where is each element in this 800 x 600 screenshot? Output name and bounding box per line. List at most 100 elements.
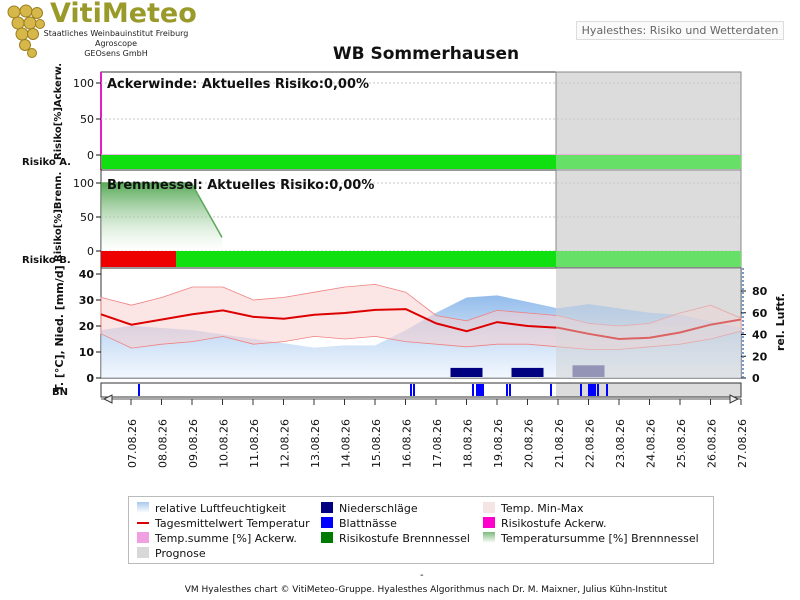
footer-dash: - — [420, 570, 424, 581]
logo-agroscope-line: Agroscope — [94, 39, 138, 48]
legend-label: Niederschläge — [339, 502, 418, 515]
x-tick-label: 22.08.26 — [584, 419, 597, 468]
leaf-wetness-mark — [410, 384, 412, 396]
x-tick-label: 25.08.26 — [675, 419, 688, 468]
x-tick-label: 24.08.26 — [645, 419, 658, 468]
legend-item: Temperatursumme [%] Brennnessel — [483, 532, 699, 546]
prognosis-area-bn — [556, 383, 741, 397]
x-tick-label: 07.08.26 — [126, 419, 139, 468]
brennnessel-risk-prognosis — [556, 251, 741, 267]
legend-swatch — [137, 502, 149, 513]
legend-swatch — [137, 522, 149, 524]
logo: VitiMeteo Staatliches Weinbauinstitut Fr… — [4, 0, 197, 64]
leaf-wetness-frame — [100, 382, 742, 398]
weather-ytick-right: 80 — [752, 285, 768, 298]
legend-item: Temp.summe [%] Ackerw. — [137, 532, 297, 546]
weather-ylabel-left: T. [°C], Nied. [mm/d] — [53, 265, 66, 392]
x-tick-label: 15.08.26 — [370, 419, 383, 468]
leaf-wetness-mark — [413, 384, 415, 396]
legend-label: Blattnässe — [339, 517, 397, 530]
x-tick-label: 09.08.26 — [187, 419, 200, 468]
legend-item: Blattnässe — [321, 517, 397, 531]
leaf-wetness-mark — [580, 384, 582, 396]
temperature-mean-line — [100, 308, 742, 341]
legend-swatch — [483, 502, 495, 513]
x-tick-label: 14.08.26 — [340, 419, 353, 468]
legend-label: relative Luftfeuchtigkeit — [155, 502, 286, 515]
weather-ylabel-right: rel. Luftf. — [774, 293, 787, 351]
precipitation-bar — [511, 367, 544, 377]
legend-swatch — [321, 517, 333, 528]
chart-title: WB Sommerhausen — [332, 44, 520, 64]
legend-label: Tagesmittelwert Temperatur — [155, 517, 310, 530]
legend-item: Tagesmittelwert Temperatur — [137, 517, 310, 531]
brennnessel-tempsum-line — [101, 182, 223, 238]
x-tick-label: 08.08.26 — [157, 419, 170, 468]
brennnessel-ytick: 100 — [73, 177, 94, 190]
legend-label: Temperatursumme [%] Brennnessel — [501, 532, 699, 545]
x-tick-label: 26.08.26 — [706, 419, 719, 468]
ackerwinde-risk-label: Risiko A. — [22, 157, 71, 168]
leaf-wetness-mark — [509, 384, 511, 396]
legend-item: relative Luftfeuchtigkeit — [137, 502, 286, 516]
header-link[interactable]: Hyalesthes: Risiko und Wetterdaten — [576, 21, 784, 40]
brennnessel-ylabel: Risiko[%]Brenn. — [53, 172, 64, 262]
x-tick-label: 10.08.26 — [218, 419, 231, 468]
leaf-wetness-mark — [606, 384, 608, 396]
x-tick-label: 11.08.26 — [248, 419, 261, 468]
weather-ytick-left: 10 — [79, 346, 95, 359]
weather-ytick-right: 20 — [752, 350, 768, 363]
brennnessel-ytick: 0 — [87, 245, 94, 258]
x-tick-label: 12.08.26 — [279, 419, 292, 468]
legend-label: Risikostufe Brennnessel — [339, 532, 470, 545]
legend-swatch — [137, 547, 149, 558]
precipitation-bar — [450, 367, 483, 377]
legend-label: Temp.summe [%] Ackerw. — [155, 532, 297, 545]
brennnessel-risk-label: Risiko B. — [22, 255, 71, 266]
weather-ytick-right: 60 — [752, 307, 768, 320]
brennnessel-tempsum-area — [101, 183, 222, 251]
x-tick-label: 16.08.26 — [401, 419, 414, 468]
weather-ytick-right: 40 — [752, 329, 768, 342]
scroll-left-icon — [102, 394, 113, 404]
brennnessel-risk-red — [101, 251, 176, 267]
leaf-wetness-mark — [550, 384, 552, 396]
brennnessel-ytick: 50 — [80, 211, 94, 224]
x-tick-label: 21.08.26 — [553, 419, 566, 468]
legend: relative Luftfeuchtigkeit Niederschläge Te… — [128, 496, 714, 564]
logo-institute-line: Staatliches Weinbauinstitut Freiburg — [43, 29, 189, 38]
x-tick-label: 19.08.26 — [492, 419, 505, 468]
weather-ytick-left: 30 — [79, 294, 95, 307]
x-tick-label: 20.08.26 — [523, 419, 536, 468]
leaf-wetness-label: BN — [52, 387, 68, 398]
legend-item: Risikostufe Brennnessel — [321, 532, 470, 546]
ackerwinde-ylabel: Risiko[%]Ackerw. — [53, 63, 64, 160]
ackerwinde-ytick: 100 — [73, 77, 94, 90]
x-tick-label: 13.08.26 — [309, 419, 322, 468]
legend-item: Niederschläge — [321, 502, 418, 516]
legend-item: Temp. Min-Max — [483, 502, 584, 516]
ackerwinde-ytick: 0 — [87, 149, 94, 162]
x-tick-label: 17.08.26 — [431, 419, 444, 468]
leaf-wetness-mark — [476, 384, 484, 396]
leaf-wetness-mark — [138, 384, 140, 396]
legend-swatch — [483, 517, 495, 528]
legend-swatch — [137, 532, 149, 543]
footer-credit: VM Hyalesthes chart © VitiMeteo-Gruppe. … — [184, 585, 668, 595]
ackerwinde-risk-prognosis — [556, 155, 741, 169]
grape-cluster-icon — [7, 4, 45, 58]
legend-label: Risikostufe Ackerw. — [501, 517, 607, 530]
precipitation-bar — [572, 365, 605, 377]
logo-title: VitiMeteo — [50, 0, 197, 29]
leaf-wetness-mark — [597, 384, 599, 396]
weather-ytick-left: 40 — [79, 268, 95, 281]
ackerwinde-ytick: 50 — [80, 113, 94, 126]
x-tick-label: 27.08.26 — [736, 419, 749, 468]
weather-ytick-left: 20 — [79, 320, 95, 333]
logo-geosens-line: GEOsens GmbH — [84, 49, 148, 58]
legend-label: Temp. Min-Max — [501, 502, 584, 515]
legend-swatch — [321, 502, 333, 513]
x-tick-label: 18.08.26 — [462, 419, 475, 468]
legend-item: Risikostufe Ackerw. — [483, 517, 606, 531]
leaf-wetness-mark — [472, 384, 474, 396]
